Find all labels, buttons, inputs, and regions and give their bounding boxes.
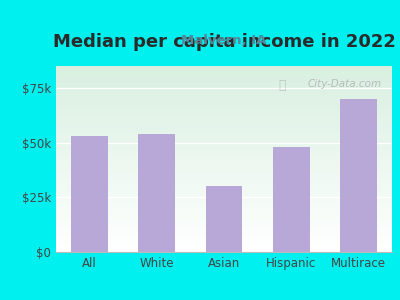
- Bar: [273, 147, 310, 252]
- Bar: [206, 186, 242, 252]
- Title: Median per capita income in 2022: Median per capita income in 2022: [52, 33, 396, 51]
- Bar: [71, 136, 108, 252]
- Text: ⓘ: ⓘ: [279, 79, 286, 92]
- Bar: [340, 99, 377, 252]
- Bar: [138, 134, 175, 252]
- Text: Malvern, IA: Malvern, IA: [181, 34, 267, 46]
- Text: City-Data.com: City-Data.com: [308, 79, 382, 89]
